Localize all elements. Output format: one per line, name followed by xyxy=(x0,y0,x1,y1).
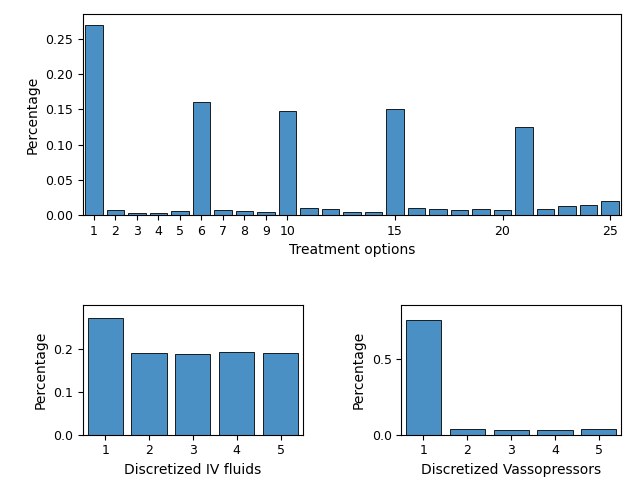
Bar xyxy=(236,211,253,215)
Bar xyxy=(88,318,123,435)
Y-axis label: Percentage: Percentage xyxy=(352,331,366,409)
Bar xyxy=(131,353,166,435)
Bar xyxy=(515,127,532,215)
Bar xyxy=(257,212,275,215)
X-axis label: Discretized Vassopressors: Discretized Vassopressors xyxy=(421,463,601,477)
Bar xyxy=(537,209,554,215)
Bar xyxy=(129,213,145,215)
Bar xyxy=(344,212,360,215)
Y-axis label: Percentage: Percentage xyxy=(26,75,40,154)
Bar xyxy=(214,210,232,215)
Bar xyxy=(450,428,484,435)
Bar xyxy=(263,353,298,435)
Bar xyxy=(172,211,189,215)
Bar xyxy=(472,209,490,215)
Bar xyxy=(581,429,616,435)
Bar xyxy=(580,205,597,215)
Bar xyxy=(150,213,167,215)
Bar xyxy=(322,209,339,215)
Bar xyxy=(602,201,619,215)
Bar xyxy=(85,25,102,215)
Bar xyxy=(193,102,210,215)
Bar xyxy=(451,210,468,215)
Bar xyxy=(493,430,529,435)
Bar xyxy=(406,320,441,435)
Bar xyxy=(429,209,447,215)
Bar xyxy=(107,210,124,215)
Bar xyxy=(538,430,573,435)
Bar xyxy=(559,206,575,215)
Bar xyxy=(408,209,425,215)
X-axis label: Treatment options: Treatment options xyxy=(289,243,415,257)
Bar xyxy=(365,212,382,215)
Bar xyxy=(279,111,296,215)
Bar xyxy=(387,109,404,215)
X-axis label: Discretized IV fluids: Discretized IV fluids xyxy=(124,463,262,477)
Bar xyxy=(175,354,211,435)
Bar xyxy=(494,210,511,215)
Y-axis label: Percentage: Percentage xyxy=(34,331,48,409)
Bar xyxy=(220,352,254,435)
Bar xyxy=(300,208,317,215)
